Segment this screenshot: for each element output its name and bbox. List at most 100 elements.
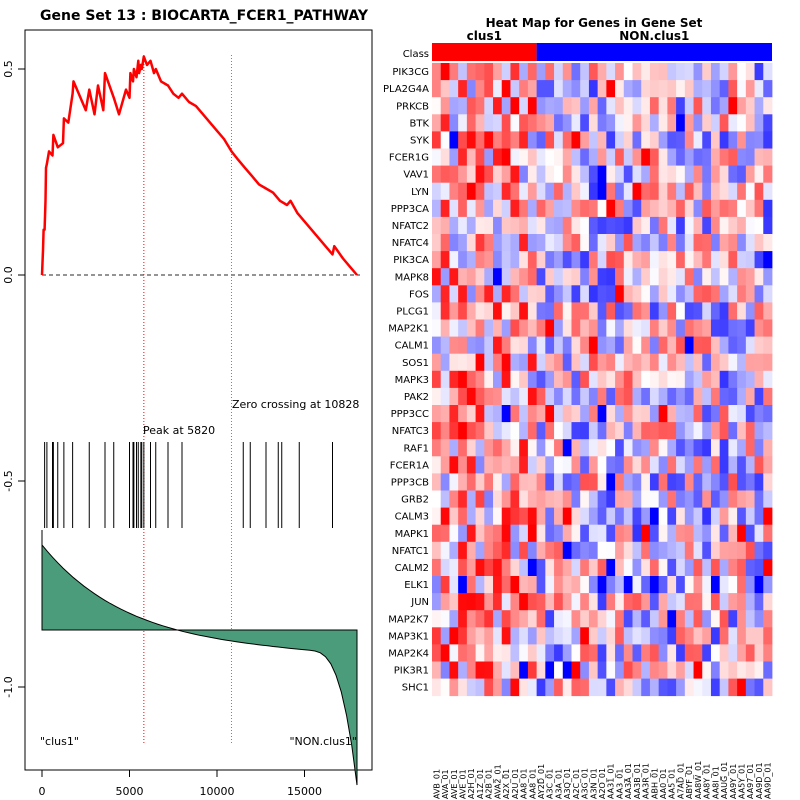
heatmap-cell [580,576,590,594]
heatmap-cell [719,422,729,440]
heatmap-cell [667,199,677,218]
heatmap-cell [615,302,625,320]
heatmap-cell [632,610,642,628]
heatmap-cell [588,165,599,184]
gene-label: MAP3K1 [388,631,429,642]
heatmap-cell [519,336,529,355]
heatmap-cell [684,199,694,218]
class-bar-non-clus1 [536,43,772,61]
heatmap-cell [562,165,572,184]
heatmap-cell [597,422,607,440]
heatmap-cell [440,199,450,218]
heatmap-cell [475,114,485,132]
heatmap-cell [606,661,616,679]
heatmap-cell [623,80,633,98]
heatmap-cell [554,627,564,645]
heatmap-cell [763,268,773,286]
heatmap-cell [519,199,529,218]
heatmap-cell [449,216,459,235]
heatmap-cell [562,216,572,235]
heatmap-cell [432,593,442,611]
heatmap-cell [580,353,590,372]
heatmap-cell [719,234,729,252]
heatmap-cell [658,422,668,440]
heatmap-cell [745,63,755,81]
heatmap-cell [440,234,450,252]
heatmap-cell [763,541,773,560]
heatmap-cell [536,678,546,697]
heatmap-cell [597,285,607,303]
heatmap-cell [702,319,712,337]
sample-label: AA8W_01 [694,761,703,799]
heatmap-cell [527,405,538,423]
heatmap-cell [623,661,633,679]
heatmap-cell [702,182,712,201]
heatmap-cell [580,507,590,526]
heatmap-cell [562,405,572,423]
heatmap-cell [440,507,450,526]
heatmap-cell [580,251,590,269]
heatmap-cell [493,97,503,115]
heatmap-cell [728,678,738,697]
heatmap-cell [545,199,555,218]
heatmap-cell [728,610,738,628]
heatmap-cell [588,302,599,320]
heatmap-cell [588,678,599,697]
heatmap-cell [597,541,607,560]
heatmap-cell [632,353,642,372]
heatmap-cell [719,627,729,645]
heatmap-cell [545,473,555,491]
heatmap-cell [658,644,668,662]
heatmap-cell [632,456,642,474]
heatmap-cell [710,678,721,697]
heatmap-cell [475,131,485,149]
heatmap-cell [693,576,703,594]
heatmap-cell [484,148,494,166]
heatmap-cell [763,148,773,166]
heatmap-cell [684,216,694,235]
heatmap-cell [466,422,476,440]
heatmap-cell [458,593,468,611]
heatmap-cell [728,148,738,166]
heatmap-cell [493,473,503,491]
heatmap-cell [684,131,694,149]
heatmap-cell [719,558,729,577]
heatmap-cell [719,80,729,98]
heatmap-cell [493,285,503,303]
heatmap-cell [440,422,450,440]
heatmap-cell [484,524,494,543]
heatmap-cell [632,336,642,355]
heatmap-cell [658,439,668,457]
heatmap-cell [571,80,581,98]
heatmap-cell [737,627,747,645]
heatmap-cell [484,439,494,457]
heatmap-cell [519,319,529,337]
heatmap-cell [606,319,616,337]
heatmap-cell [493,251,503,269]
heatmap-cell [466,541,476,560]
heatmap-cell [536,661,546,679]
heatmap-cell [545,97,555,115]
heatmap-cell [658,285,668,303]
heatmap-cell [649,336,660,355]
sample-label: AA8Y_01 [703,764,712,799]
heatmap-cell [466,114,476,132]
sample-label: AY2D_01 [537,764,546,799]
heatmap-cell [440,405,450,423]
heatmap-cell [449,251,459,269]
heatmap-cell [702,507,712,526]
heatmap-cell [484,131,494,149]
heatmap-cell [658,558,668,577]
heatmap-cell [536,114,546,132]
heatmap-cell [527,319,538,337]
heatmap-cell [484,216,494,235]
heatmap-cell [649,422,660,440]
sample-label: A3G_01 [581,768,590,799]
heatmap-cell [458,234,468,252]
heatmap-cell [501,661,511,679]
heatmap-cell [432,422,442,440]
heatmap-cell [667,268,677,286]
heatmap-cell [597,199,607,218]
heatmap-cell [745,148,755,166]
heatmap-cell [493,370,503,389]
